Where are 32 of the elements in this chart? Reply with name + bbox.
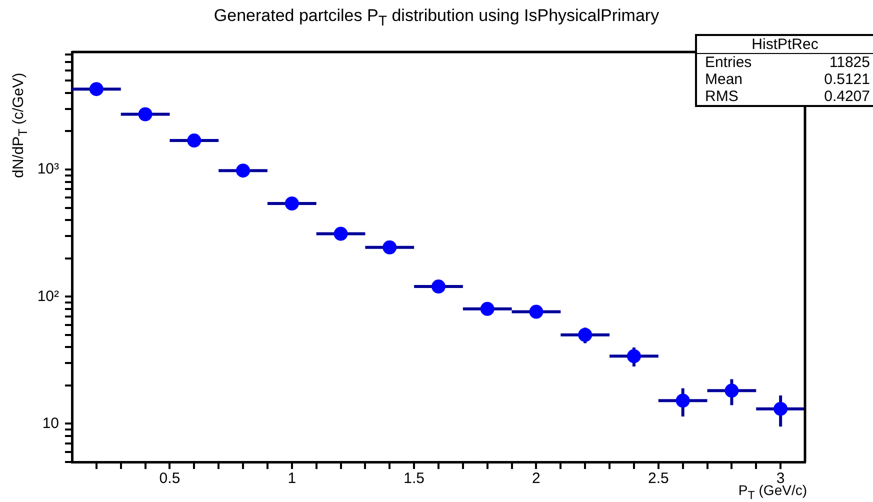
point [187, 134, 202, 148]
annotation: HistPtRec [697, 36, 873, 54]
annotation: RMS [705, 88, 738, 105]
annotation: Mean [705, 71, 743, 88]
point [284, 196, 299, 211]
chart-title: Generated partciles P$_{T}$ distribution using IsPhysicalPrimary [212, 6, 660, 30]
point [774, 402, 788, 416]
point [89, 82, 104, 96]
point [626, 349, 641, 364]
point [480, 302, 494, 316]
y-tick-label: 10 [42, 414, 59, 432]
point [676, 394, 690, 408]
point [724, 384, 739, 398]
text: 11825 [829, 54, 870, 71]
x-tick-label: 2.5 [648, 470, 669, 488]
x-tick-label: 0.5 [159, 470, 180, 488]
annotation: Entries [705, 54, 752, 71]
y-tick-label: 10³ [37, 160, 59, 178]
point [382, 240, 397, 254]
y-tick-label: 10² [37, 288, 59, 305]
point [236, 164, 250, 178]
x-tick-label: 2 [532, 470, 540, 488]
point [529, 304, 544, 319]
point [334, 226, 348, 241]
point [138, 107, 152, 122]
point [578, 328, 592, 342]
point [432, 280, 446, 294]
text: 0.4207 [824, 88, 870, 105]
x-tick-label: 1.5 [404, 470, 424, 488]
x-axis-title: P$_{T}$ (GeV/c) [738, 482, 807, 502]
text: 0.5121 [824, 71, 870, 88]
x-tick-label: 1 [288, 470, 296, 488]
